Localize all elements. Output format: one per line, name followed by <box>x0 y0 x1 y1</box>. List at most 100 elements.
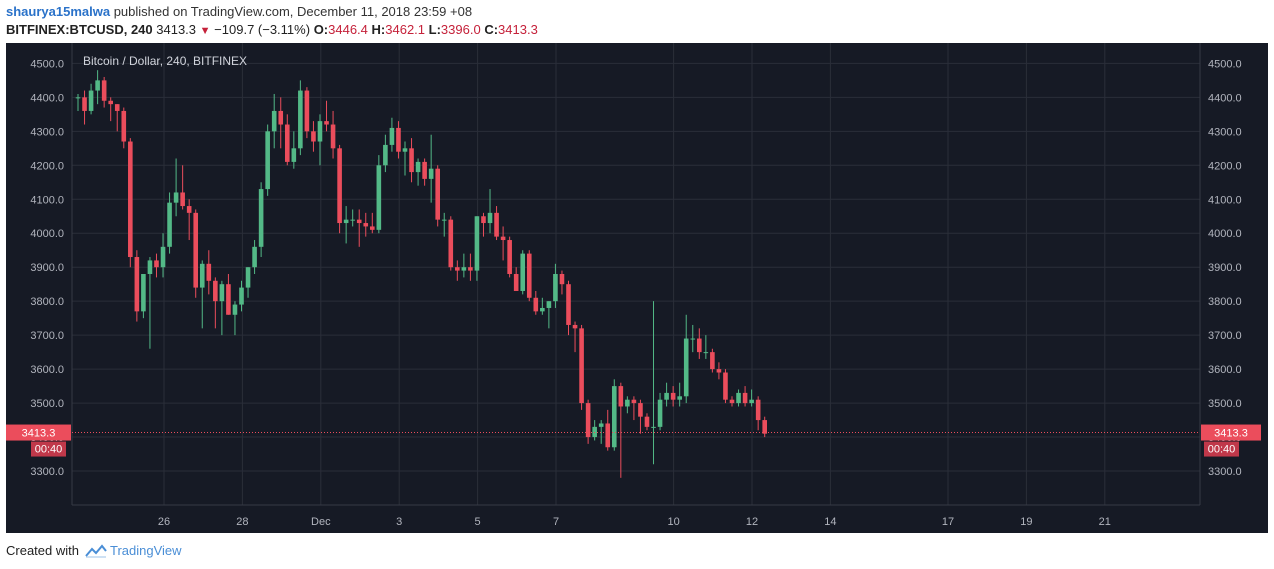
x-tick-label: 26 <box>158 516 170 528</box>
chart-title: Bitcoin / Dollar, 240, BITFINEX <box>83 54 247 68</box>
candle-body <box>337 148 342 224</box>
y-tick-label-right: 4300.0 <box>1208 126 1242 138</box>
candle-body <box>677 396 682 400</box>
x-tick-label: Dec <box>311 516 331 528</box>
candle-body <box>376 165 382 230</box>
candlestick-chart[interactable]: 3300.03300.03400.03400.03500.03500.03600… <box>6 43 1268 533</box>
candle-body <box>664 392 669 400</box>
created-with-text: Created with <box>6 543 79 558</box>
candle-body <box>239 287 244 305</box>
y-tick-label-left: 3300.0 <box>30 466 64 478</box>
y-tick-label-left: 3900.0 <box>30 262 64 274</box>
candle-body <box>186 206 192 213</box>
x-tick-label: 21 <box>1099 516 1111 528</box>
x-tick-label: 12 <box>746 516 758 528</box>
candle-body <box>742 392 748 404</box>
candle-body <box>232 304 238 315</box>
candle-body <box>199 263 205 288</box>
close-value: 3413.3 <box>498 22 538 37</box>
y-tick-label-right: 4400.0 <box>1208 92 1242 104</box>
candle-body <box>683 338 689 397</box>
tradingview-brand[interactable]: TradingView <box>110 543 182 558</box>
candle-body <box>278 110 284 125</box>
candle-body <box>723 372 728 400</box>
price-change: −109.7 (−3.11%) <box>214 22 311 37</box>
y-tick-label-right: 4000.0 <box>1208 228 1242 240</box>
publish-line: shaurya15malwa published on TradingView.… <box>6 4 472 19</box>
candle-body <box>141 274 146 312</box>
candle-body <box>553 274 558 302</box>
candle-body <box>409 148 414 173</box>
candle-body <box>598 423 604 427</box>
candle-body <box>291 148 297 162</box>
candle-body <box>572 324 578 329</box>
candle-body <box>625 399 630 407</box>
candle-body <box>193 212 199 288</box>
candle-body <box>749 399 754 404</box>
candle-body <box>213 280 218 302</box>
candle-body <box>533 297 539 312</box>
open-label: O: <box>313 22 329 37</box>
candle-body <box>160 246 166 268</box>
y-tick-label-left: 4100.0 <box>30 194 64 206</box>
candle-body <box>389 127 395 145</box>
candle-body <box>611 386 617 448</box>
candle-body <box>690 338 696 340</box>
y-tick-label-left: 3800.0 <box>30 296 64 308</box>
candle-body <box>108 100 113 105</box>
candle-body <box>95 80 100 91</box>
y-tick-label-left: 4500.0 <box>30 58 64 70</box>
candle-body <box>441 219 447 221</box>
candle-body <box>219 284 225 302</box>
ohlc-line: BITFINEX:BTCUSD, 240 3413.3 ▼ −109.7 (−3… <box>6 22 538 37</box>
last-price: 3413.3 <box>156 22 197 37</box>
candle-body <box>448 219 454 268</box>
candle-body <box>245 267 251 288</box>
candle-body <box>546 301 552 308</box>
x-tick-label: 17 <box>942 516 954 528</box>
y-tick-label-left: 3600.0 <box>30 364 64 376</box>
author-link[interactable]: shaurya15malwa <box>6 4 111 19</box>
candle-body <box>324 121 329 125</box>
candle-body <box>167 202 172 247</box>
high-label: H: <box>371 22 386 37</box>
y-tick-label-right: 4500.0 <box>1208 58 1242 70</box>
candle-body <box>343 219 349 224</box>
candle-body <box>356 219 362 224</box>
candle-body <box>350 219 355 221</box>
y-tick-label-right: 3700.0 <box>1208 330 1242 342</box>
y-tick-label-right: 3300.0 <box>1208 466 1242 478</box>
candle-body <box>252 246 257 268</box>
candle-body <box>500 236 506 241</box>
candle-body <box>755 399 761 421</box>
y-tick-label-right: 3900.0 <box>1208 262 1242 274</box>
candle-body <box>154 260 159 268</box>
symbol-label: BITFINEX:BTCUSD, 240 <box>6 22 153 37</box>
candle-body <box>147 260 153 274</box>
x-tick-label: 28 <box>236 516 248 528</box>
y-tick-label-left: 4400.0 <box>30 92 64 104</box>
x-tick-label: 19 <box>1020 516 1032 528</box>
candle-body <box>579 328 584 404</box>
footer: Created with TradingView <box>6 543 182 561</box>
candle-body <box>461 267 467 271</box>
candle-body <box>631 399 637 404</box>
candle-body <box>494 212 499 237</box>
x-tick-label: 3 <box>396 516 402 528</box>
candle-body <box>657 399 663 427</box>
candle-body <box>271 110 277 132</box>
candle-body <box>258 189 264 247</box>
candle-body <box>710 352 715 370</box>
x-tick-label: 14 <box>824 516 836 528</box>
price-tag-left <box>6 424 71 441</box>
candle-body <box>670 392 676 400</box>
x-tick-label: 7 <box>553 516 559 528</box>
candle-body <box>298 90 303 149</box>
candle-body <box>128 141 133 258</box>
x-tick-label: 10 <box>667 516 679 528</box>
low-label: L: <box>428 22 441 37</box>
candle-body <box>703 352 709 354</box>
candle-body <box>304 90 310 132</box>
candle-body <box>474 216 480 271</box>
chart-container[interactable]: 3300.03300.03400.03400.03500.03500.03600… <box>6 43 1268 533</box>
